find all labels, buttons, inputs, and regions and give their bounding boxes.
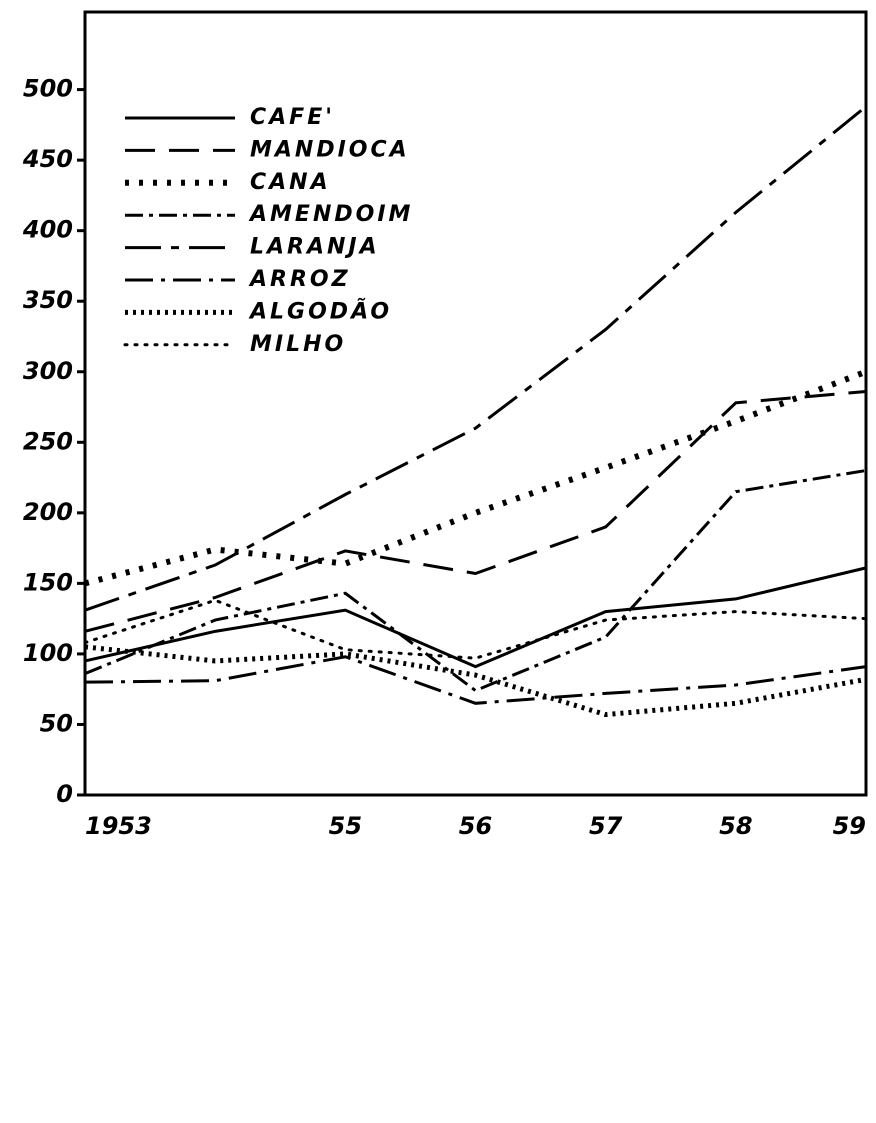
y-tick-label: 0	[56, 780, 73, 808]
legend-label: ARROZ	[248, 267, 351, 292]
y-tick-label: 50	[40, 709, 73, 737]
x-tick-label: 1953	[85, 812, 152, 840]
legend-label: MILHO	[250, 332, 346, 357]
series-line	[84, 368, 868, 587]
x-tick-label: 55	[329, 812, 362, 840]
y-tick-label: 250	[23, 427, 73, 455]
x-tick-label: 57	[589, 812, 623, 840]
y-tick-label: 100	[23, 639, 73, 667]
x-tick-label: 56	[459, 812, 492, 840]
x-tick-label: 58	[719, 812, 752, 840]
series-line	[84, 566, 867, 669]
series-line	[84, 390, 867, 633]
y-tick-label: 150	[23, 568, 73, 596]
y-tick-label: 400	[22, 216, 73, 244]
legend-label: LARANJA	[250, 235, 380, 260]
series-line	[84, 644, 867, 718]
series-line	[84, 469, 867, 693]
y-tick-label: 300	[23, 357, 73, 385]
series-line	[84, 105, 867, 612]
series-line	[83, 598, 868, 660]
legend-label: MANDIOCA	[250, 137, 410, 162]
series-line	[84, 655, 867, 705]
y-tick-label: 500	[23, 75, 73, 103]
legend-label: AMENDOIM	[248, 202, 413, 227]
y-tick-label: 450	[22, 145, 73, 173]
y-tick-label: 200	[23, 498, 73, 526]
legend-label: CAFE'	[250, 105, 335, 130]
legend-label: CANA	[250, 170, 331, 195]
plot-frame	[83, 10, 868, 797]
y-tick-label: 350	[23, 286, 73, 314]
legend-label: ALGODÃO	[248, 298, 392, 324]
x-tick-label: 59	[833, 812, 866, 840]
